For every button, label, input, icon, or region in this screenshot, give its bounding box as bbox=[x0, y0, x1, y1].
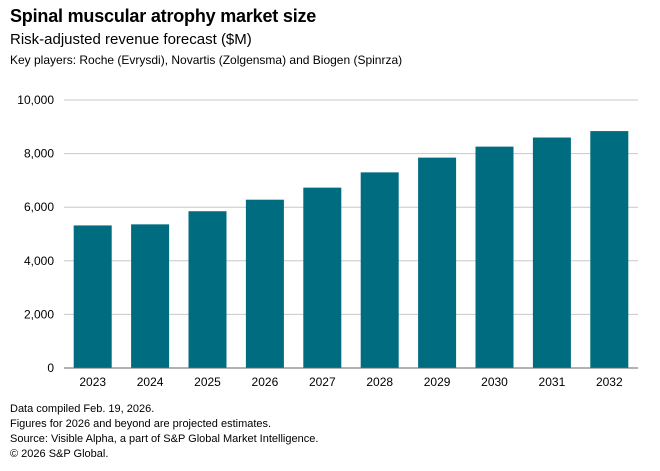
source-note: Source: Visible Alpha, a part of S&P Glo… bbox=[10, 433, 319, 445]
x-tick-label: 2032 bbox=[596, 375, 623, 389]
bar-2026 bbox=[245, 199, 284, 368]
x-tick-label: 2023 bbox=[79, 375, 106, 389]
bar-2027 bbox=[303, 187, 342, 368]
data-compiled-note: Data compiled Feb. 19, 2026. bbox=[10, 403, 155, 415]
y-tick-label: 10,000 bbox=[17, 93, 54, 107]
bar-2030 bbox=[475, 146, 514, 368]
y-tick-label: 4,000 bbox=[24, 254, 54, 268]
chart-subtitle: Risk-adjusted revenue forecast ($M) bbox=[10, 31, 252, 48]
bar-2023 bbox=[73, 225, 112, 368]
x-tick-label: 2028 bbox=[366, 375, 393, 389]
y-tick-label: 2,000 bbox=[24, 307, 54, 321]
y-axis-tick-labels: 0 2,000 4,000 6,000 8,000 10,000 bbox=[17, 93, 54, 375]
bar-2032 bbox=[590, 131, 629, 368]
x-tick-label: 2025 bbox=[194, 375, 221, 389]
x-tick-label: 2026 bbox=[252, 375, 279, 389]
x-tick-label: 2029 bbox=[424, 375, 451, 389]
bars bbox=[73, 131, 629, 368]
y-tick-label: 8,000 bbox=[24, 147, 54, 161]
bar-2031 bbox=[532, 137, 571, 368]
bar-2029 bbox=[418, 157, 457, 368]
y-tick-label: 6,000 bbox=[24, 200, 54, 214]
chart-title: Spinal muscular atrophy market size bbox=[10, 6, 317, 26]
x-tick-label: 2031 bbox=[539, 375, 566, 389]
copyright-note: © 2026 S&P Global. bbox=[10, 448, 109, 460]
bar-2025 bbox=[188, 211, 227, 368]
bar-2024 bbox=[131, 224, 170, 368]
footer-notes: Data compiled Feb. 19, 2026. Figures for… bbox=[10, 402, 318, 462]
x-tick-label: 2027 bbox=[309, 375, 336, 389]
y-tick-label: 0 bbox=[47, 361, 54, 375]
bar-chart: 0 2,000 4,000 6,000 8,000 10,000 2023 2024 2025… bbox=[17, 93, 638, 389]
x-tick-label: 2030 bbox=[481, 375, 508, 389]
x-axis-tick-labels: 2023 2024 2025 2026 2027 2028 2029 2030 2031 2032 bbox=[79, 375, 623, 389]
x-tick-label: 2024 bbox=[137, 375, 164, 389]
bar-2028 bbox=[360, 172, 399, 368]
projection-note: Figures for 2026 and beyond are projecte… bbox=[10, 418, 272, 430]
key-players-note: Key players: Roche (Evrysdi), Novartis (… bbox=[10, 53, 403, 67]
